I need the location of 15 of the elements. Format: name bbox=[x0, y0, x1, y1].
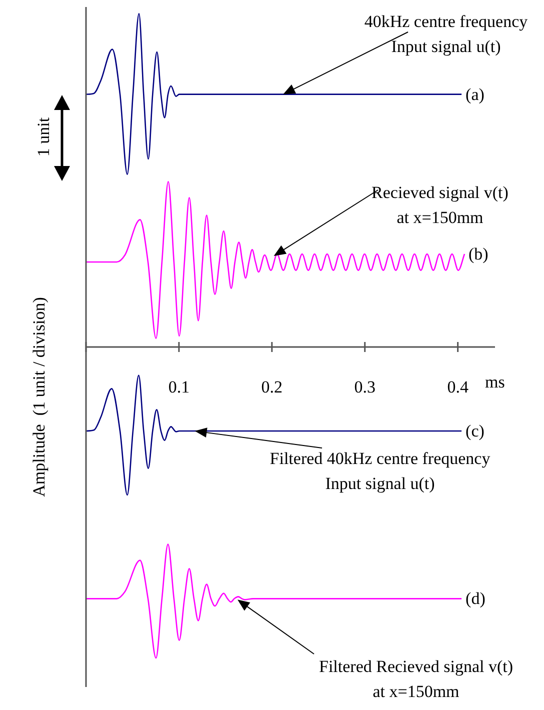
annotation: Recieved signal v(t) at x=150mm bbox=[372, 183, 508, 227]
x-tick-label: 0.4 bbox=[447, 377, 469, 396]
annotation: 40kHz centre frequency Input signal u(t) bbox=[364, 12, 528, 56]
x-tick-label: 0.1 bbox=[168, 377, 190, 396]
annotation: Filtered 40kHz centre frequency Input signal u(t) bbox=[270, 449, 491, 493]
series-label: (b) bbox=[468, 244, 488, 264]
annotation: Filtered Recieved signal v(t) at x=150mm bbox=[318, 657, 514, 701]
series-label: (d) bbox=[466, 589, 486, 608]
y-axis-title: Amplitude (1 unit / division) bbox=[29, 297, 48, 497]
text: 1 unit bbox=[33, 116, 54, 159]
series-label: (c) bbox=[466, 421, 484, 440]
x-axis-title: ms bbox=[485, 372, 505, 392]
series-label: (a) bbox=[466, 84, 484, 104]
x-tick-label: 0.2 bbox=[261, 377, 283, 396]
x-tick-label: 0.3 bbox=[354, 377, 376, 396]
